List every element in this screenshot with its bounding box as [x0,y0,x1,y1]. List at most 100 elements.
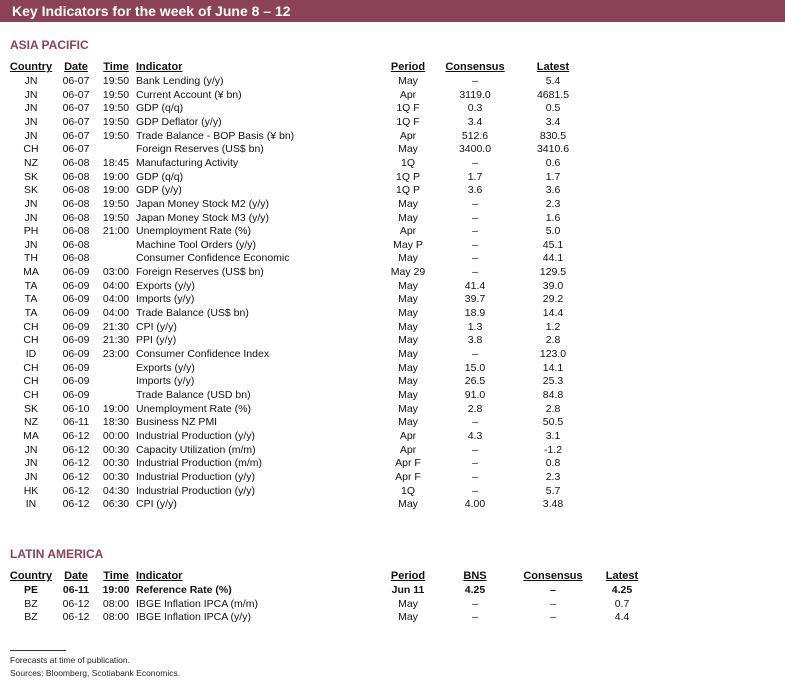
table-cell: 06-08 [62,184,90,197]
table-cell: JN [24,129,38,142]
table-cell: 39.7 [464,293,486,306]
table-cell: Apr F [395,470,421,483]
table-cell: CPI (y/y) [136,498,177,511]
table-cell: Exports (y/y) [136,279,195,292]
table-cell: 06-08 [62,211,90,224]
table-cell: 5.0 [545,225,561,238]
table-cell: JN [24,211,38,224]
table-cell: Consumer Confidence Economic [136,252,290,265]
section-title: ASIA PACIFIC [10,38,89,52]
table-cell: 06-09 [62,266,90,279]
table-cell: Imports (y/y) [136,375,195,388]
table-cell: 3.6 [545,184,561,197]
table-cell: 21:00 [102,225,130,238]
table-cell: Capacity Utilization (m/m) [136,443,256,456]
table-cell: 06-09 [62,348,90,360]
table-cell: CH [23,334,39,347]
table-cell: 06-12 [62,457,90,470]
table-cell: 512.6 [461,129,489,142]
column-header: Latest [536,61,570,73]
table-cell: HK [23,484,39,497]
table-cell: 26.5 [464,375,486,388]
table-cell: 23:00 [102,348,130,360]
table-cell: – [472,348,478,360]
table-cell: 2.8 [545,402,561,415]
table-cell: 2.8 [467,402,483,415]
table-cell: 50.5 [542,416,564,429]
table-cell: 4.00 [464,498,486,511]
table-cell: 06-09 [62,388,90,401]
table-cell: ID [25,348,37,360]
table-cell: May [398,252,418,265]
table-cell: Unemployment Rate (%) [136,402,251,415]
table-cell: – [550,584,556,596]
table-cell: PPI (y/y) [136,334,177,347]
table-cell: 06-09 [62,361,90,374]
table-cell: 0.6 [545,156,561,169]
table-cell: 06-08 [62,238,90,251]
table-cell: CH [23,143,39,156]
table-cell: Trade Balance (US$ bn) [136,307,249,320]
table-cell: 45.1 [542,238,564,251]
table-cell: 06-07 [62,75,90,87]
table-cell: 19:50 [102,102,130,115]
table-cell: 06-11 [62,584,90,596]
table-cell: Trade Balance - BOP Basis (¥ bn) [136,129,295,142]
table-cell: Industrial Production (y/y) [136,429,256,442]
table-cell: 06-12 [62,597,90,610]
table-cell: 06-09 [62,307,90,320]
table-cell: NZ [24,156,38,169]
column-header: Date [64,570,88,582]
column-header: Date [64,61,88,73]
table-cell: 19:50 [102,115,130,128]
footnote-rule [10,650,66,651]
column-header: Time [103,570,129,582]
table-cell: JN [24,457,38,470]
table-cell: 06-12 [62,611,90,623]
table-cell: PH [23,225,39,238]
table-cell: CH [23,320,39,333]
table-cell: 00:30 [102,457,130,470]
table-cell: 19:00 [102,402,130,415]
table-cell: 18:30 [102,416,130,429]
table-cell: – [550,611,556,623]
column-header: Time [103,61,129,73]
table-cell: 06-07 [62,88,90,101]
table-cell: 00:30 [102,443,130,456]
table-cell: May [398,361,418,374]
table-cell: – [472,470,478,483]
column-header: Period [390,570,426,582]
table-cell: 14.1 [542,361,564,374]
table-cell: BZ [24,597,38,610]
table-cell: 1.6 [545,211,561,224]
table-cell: 5.4 [545,75,561,87]
table-cell: – [472,156,478,169]
table-cell: 1Q [400,484,416,497]
table-cell: 06-08 [62,197,90,210]
table-cell: – [472,457,478,470]
table-cell: – [472,443,478,456]
table-cell: Imports (y/y) [136,293,195,306]
table-cell: 06-07 [62,115,90,128]
table-cell: 1.7 [545,170,561,183]
table-cell: 06-09 [62,334,90,347]
header-title: Key Indicators for the week of June 8 – … [12,3,291,19]
table-cell: 06-07 [62,102,90,115]
table-cell: CH [23,361,39,374]
table-cell: Japan Money Stock M3 (y/y) [136,211,270,224]
table-cell: 4.25 [464,584,486,596]
table-cell: GDP Deflator (y/y) [136,115,222,128]
table-cell: -1.2 [543,443,563,456]
table-cell: SK [23,184,39,197]
table-cell: Industrial Production (y/y) [136,470,256,483]
table-cell: Jun 11 [391,584,425,596]
table-cell: 06-12 [62,443,90,456]
table-cell: SK [23,402,39,415]
column-header: Consensus [523,570,583,582]
table-cell: May [398,197,418,210]
table-cell: 21:30 [102,334,130,347]
table-cell: IBGE Inflation IPCA (y/y) [136,611,251,623]
table-cell: 25.3 [542,375,564,388]
table-cell: 08:00 [102,597,130,610]
